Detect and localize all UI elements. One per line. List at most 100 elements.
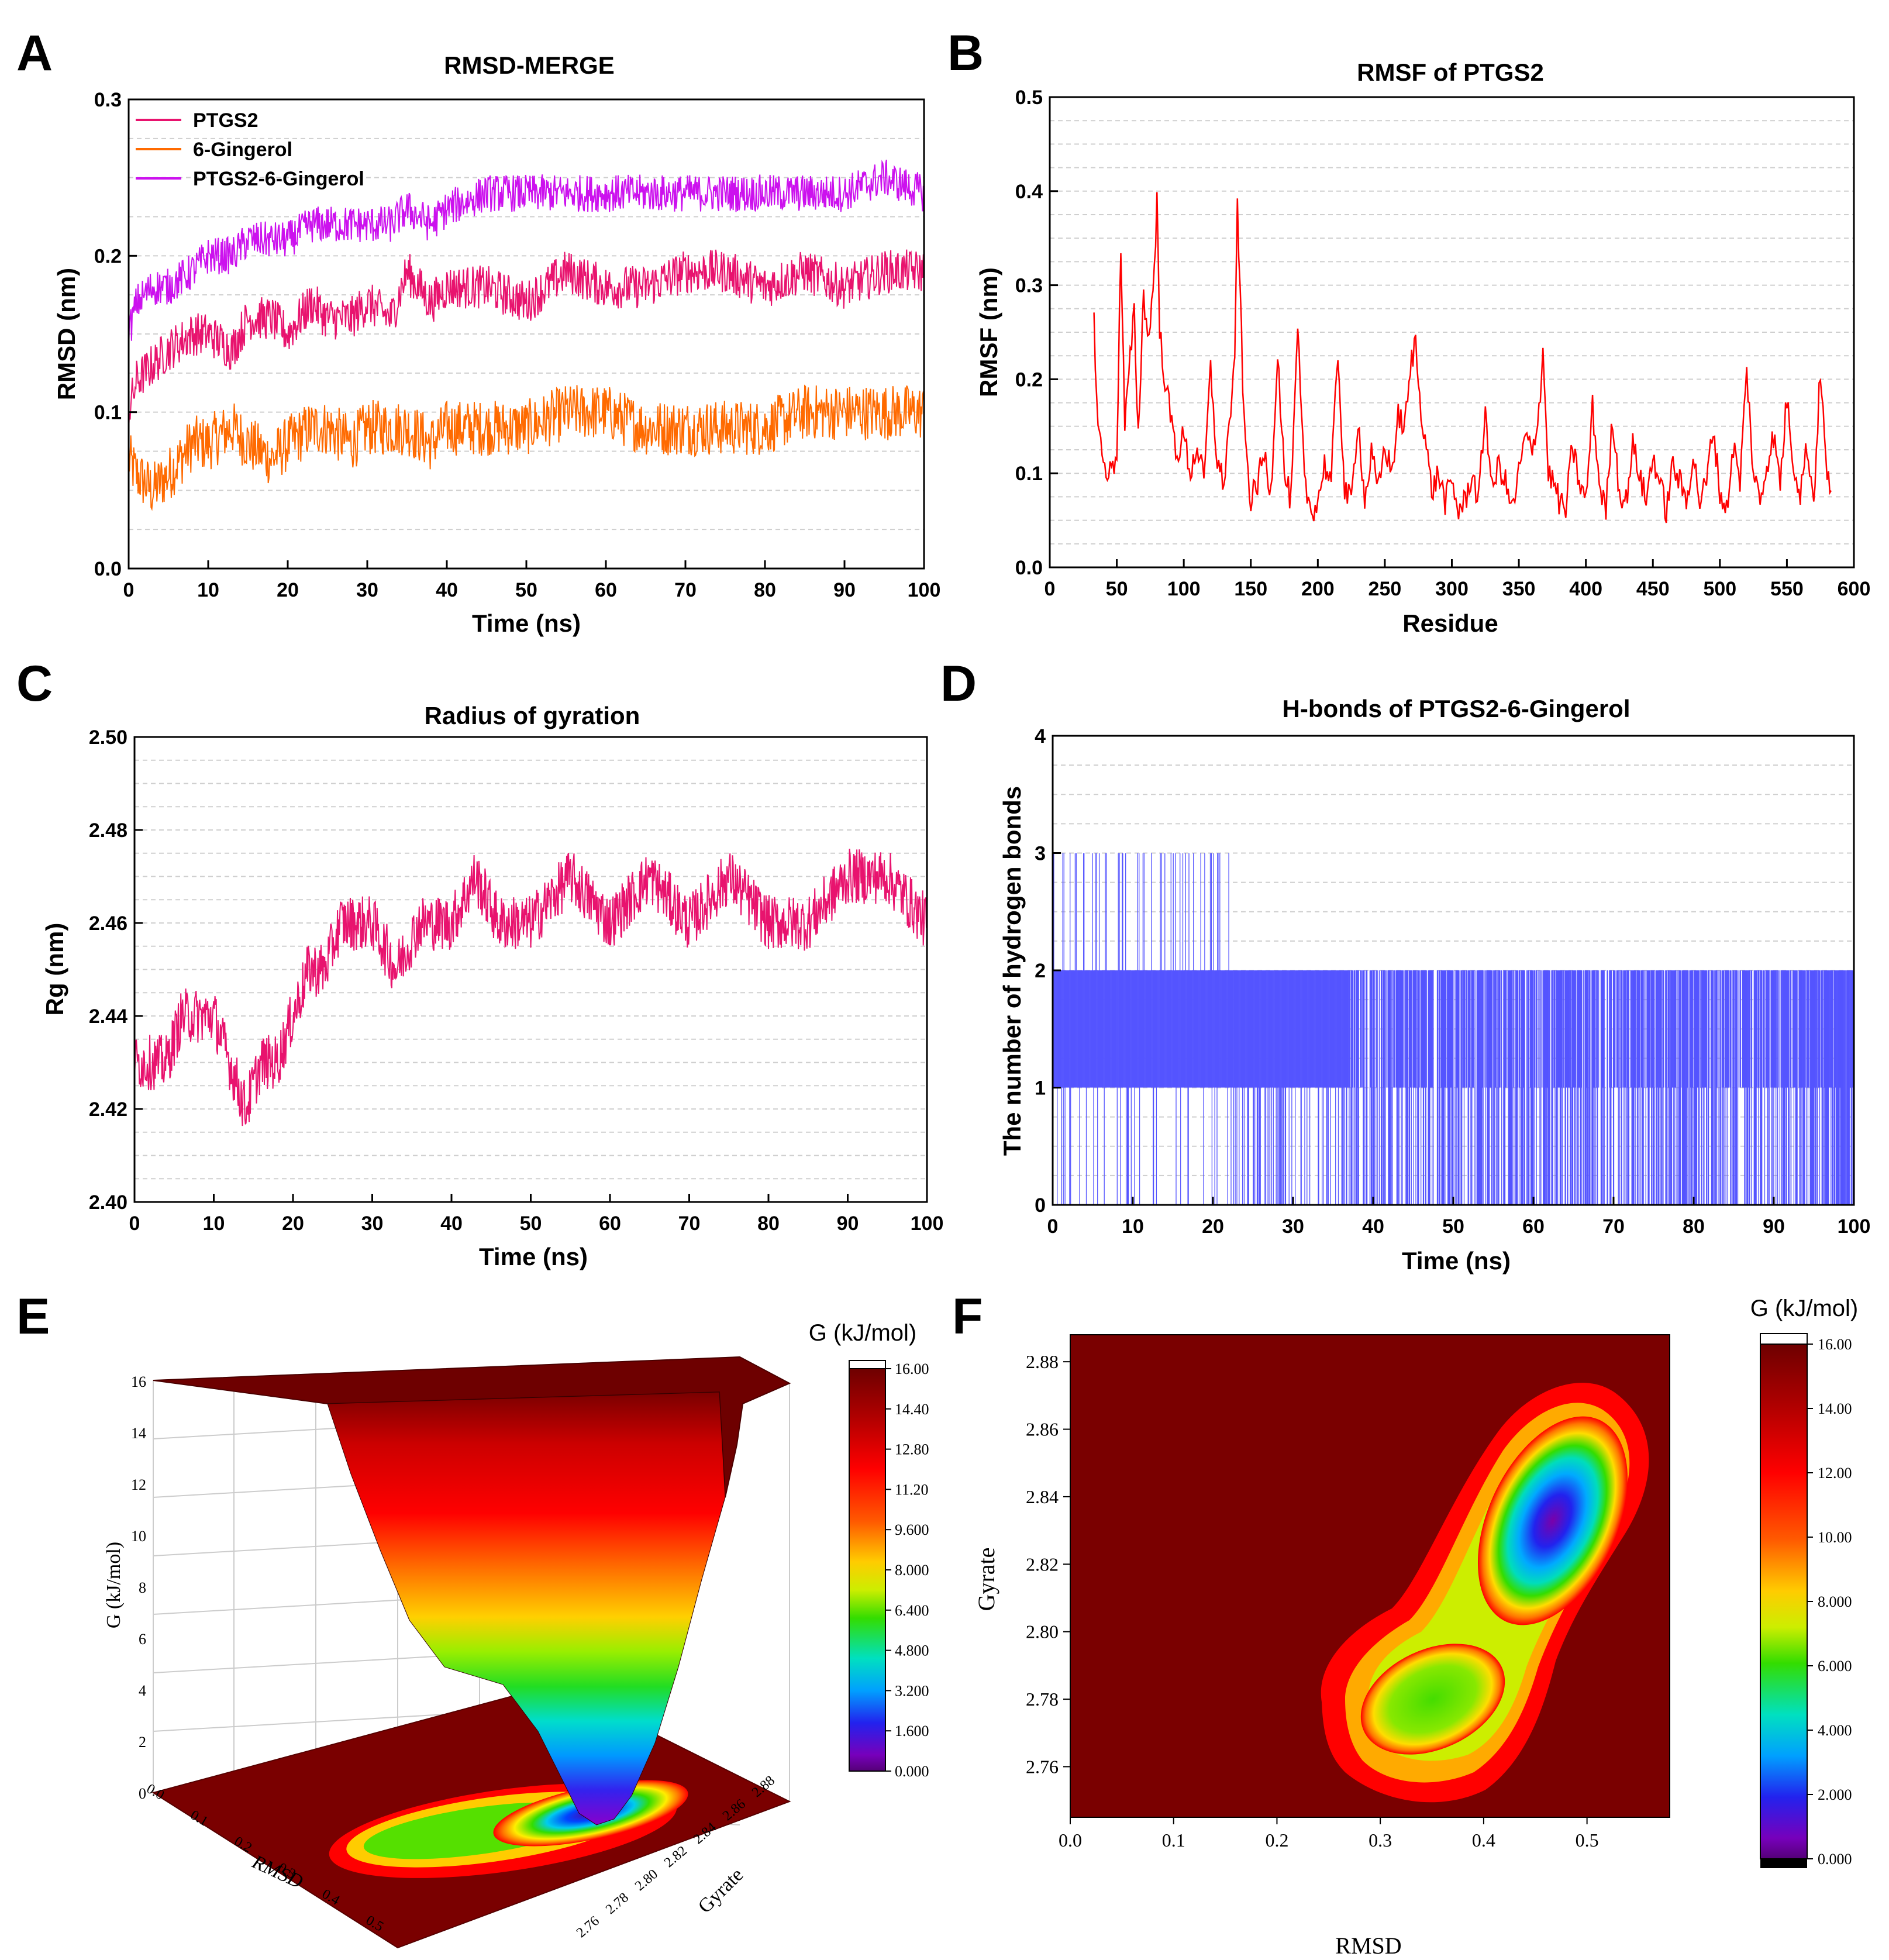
plot-area-a	[128, 160, 925, 511]
e-z-tick-label: 14	[131, 1425, 146, 1442]
y-tick-label-c: 2.42	[89, 1098, 127, 1121]
f-colorbar-title: G (kJ/mol)	[1750, 1296, 1858, 1321]
legend-label-ptgs2: PTGS2	[193, 109, 258, 132]
x-tick-label-a: 20	[277, 579, 299, 601]
x-ticks-d: 0 10 20 30 40 50 60 70 80 90 100	[1047, 1197, 1871, 1238]
x-tick-label-c: 80	[757, 1212, 780, 1235]
e-colorbar-tick-label: 11.20	[895, 1481, 929, 1498]
x-tick-label-c: 30	[361, 1212, 384, 1235]
x-tick-label-c: 60	[599, 1212, 621, 1235]
legend-label-complex: PTGS2-6-Gingerol	[193, 168, 364, 190]
e-z-tick-label: 0	[139, 1785, 146, 1802]
e-gyrate-tick-label: 2.80	[632, 1866, 661, 1894]
series-line-ptgs2	[128, 249, 925, 430]
e-colorbar	[849, 1368, 886, 1772]
y-tick-label-a: 0.1	[94, 402, 122, 424]
x-tick-label-c: 100	[911, 1212, 944, 1235]
x-tick-label-b: 450	[1636, 578, 1670, 600]
x-ticks-b: 0 50 100 150 200 250 300 350 400 450 500 550 600	[1045, 559, 1871, 600]
f-secondary-basin	[1360, 1644, 1505, 1755]
f-y-tick-label: 2.82	[1026, 1553, 1059, 1575]
f-x-tick-label: 0.1	[1162, 1830, 1185, 1851]
e-z-tick-label: 16	[131, 1373, 146, 1390]
x-tick-label-a: 80	[754, 579, 776, 601]
x-tick-label-d: 60	[1522, 1215, 1545, 1238]
panel-label-d: D	[940, 656, 977, 712]
x-tick-label-c: 50	[520, 1212, 542, 1235]
x-tick-label-c: 0	[129, 1212, 140, 1235]
e-colorbar-tick-label: 4.800	[895, 1642, 929, 1659]
e-colorbar-tick-label: 3.200	[895, 1682, 929, 1699]
f-y-ticks: 2.76 2.78 2.80 2.82 2.84 2.86 2.88	[1026, 1351, 1070, 1777]
f-y-axis-label: Gyrate	[973, 1548, 999, 1611]
x-tick-label-b: 350	[1502, 578, 1536, 600]
y-tick-label-d: 0	[1035, 1194, 1046, 1217]
e-colorbar-cap	[849, 1360, 886, 1369]
y-tick-label-a: 0.3	[94, 89, 122, 111]
panel-d: D H-bonds of PTGS2-6-Gingerol 0 10 20 30 40 5…	[940, 656, 1870, 1274]
x-tick-label-b: 400	[1569, 578, 1602, 600]
e-z-tick-label: 4	[139, 1682, 146, 1699]
panel-label-c: C	[16, 656, 53, 712]
panel-e: E	[16, 1289, 929, 1949]
y-tick-label-b: 0.3	[1015, 275, 1043, 297]
series-line-rmsf	[1093, 192, 1832, 523]
f-global-minimum-basin	[1477, 1416, 1628, 1625]
y-ticks-b: 0.0 0.1 0.2 0.3 0.4 0.5	[1015, 87, 1058, 579]
e-colorbar-tick-label: 0.000	[895, 1763, 929, 1780]
f-y-tick-label: 2.80	[1026, 1621, 1059, 1642]
y-tick-label-b: 0.1	[1015, 463, 1043, 485]
chart-title-a: RMSD-MERGE	[444, 51, 615, 79]
x-tick-label-d: 100	[1838, 1215, 1871, 1238]
legend-a: PTGS2 6-Gingerol PTGS2-6-Gingerol	[136, 109, 364, 190]
e-colorbar-tick-label: 8.000	[895, 1562, 929, 1579]
f-x-tick-label: 0.0	[1059, 1830, 1082, 1851]
e-colorbar-tick-label: 1.600	[895, 1723, 929, 1739]
f-x-tick-label: 0.5	[1576, 1830, 1599, 1851]
e-colorbar-ticks: 16.00 14.40 12.80 11.20 9.600 8.000 6.400 4.800…	[885, 1360, 929, 1780]
grid-b	[1050, 120, 1854, 545]
x-tick-label-a: 40	[436, 579, 458, 601]
e-colorbar-tick-label: 9.600	[895, 1521, 929, 1538]
panel-label-f: F	[952, 1289, 983, 1345]
y-axis-label-d: The number of hydrogen bonds	[998, 786, 1026, 1156]
f-colorbar-tick-label: 6.000	[1818, 1658, 1852, 1675]
x-tick-label-d: 10	[1122, 1215, 1144, 1238]
y-tick-label-a: 0.0	[94, 558, 122, 580]
f-x-axis-label: RMSD	[1335, 1933, 1401, 1959]
y-tick-label-b: 0.2	[1015, 368, 1043, 391]
x-tick-label-b: 200	[1301, 578, 1335, 600]
x-tick-label-b: 600	[1838, 578, 1871, 600]
y-tick-label-c: 2.50	[89, 726, 127, 749]
e-z-tick-label: 8	[139, 1579, 146, 1596]
e-colorbar-tick-label: 6.400	[895, 1602, 929, 1619]
series-line-rg	[134, 849, 928, 1127]
x-tick-label-d: 90	[1763, 1215, 1785, 1238]
x-tick-label-d: 80	[1683, 1215, 1705, 1238]
x-axis-label-a: Time (ns)	[472, 609, 581, 637]
x-tick-label-a: 0	[123, 579, 135, 601]
e-surface	[153, 1356, 791, 1825]
f-colorbar-floor	[1760, 1859, 1807, 1868]
f-colorbar	[1760, 1344, 1808, 1859]
chart-title-d: H-bonds of PTGS2-6-Gingerol	[1283, 695, 1631, 722]
e-colorbar-tick-label: 16.00	[895, 1360, 929, 1377]
f-colorbar-tick-label: 16.00	[1818, 1336, 1852, 1353]
x-tick-label-a: 100	[908, 579, 941, 601]
x-tick-label-a: 10	[197, 579, 219, 601]
e-gyrate-tick-label: 2.76	[574, 1913, 602, 1941]
f-colorbar-tick-label: 2.000	[1818, 1786, 1852, 1803]
f-colorbar-tick-label: 14.00	[1818, 1400, 1852, 1417]
x-tick-label-d: 50	[1442, 1215, 1464, 1238]
x-tick-label-a: 30	[356, 579, 378, 601]
x-tick-label-d: 70	[1602, 1215, 1625, 1238]
y-tick-label-a: 0.2	[94, 245, 122, 267]
f-y-tick-label: 2.86	[1026, 1419, 1059, 1440]
x-tick-label-b: 0	[1045, 578, 1056, 600]
series-line-6-gingerol	[128, 384, 925, 511]
x-tick-label-c: 10	[203, 1212, 225, 1235]
panel-a: A RMSD-MERGE 0 10 20 30 40 50 60 70 80 90 100 0.00…	[16, 25, 940, 637]
x-tick-label-b: 300	[1435, 578, 1469, 600]
e-gyrate-tick-label: 2.78	[603, 1890, 632, 1917]
